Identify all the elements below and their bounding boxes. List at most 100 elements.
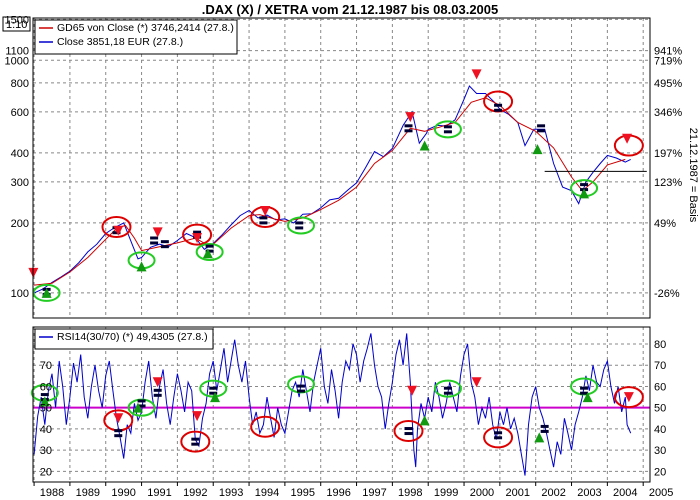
zoom-box[interactable] — [2, 16, 31, 32]
rsi-tick-label-left: 30 — [40, 445, 52, 457]
price-tick-label-right: 941% — [654, 46, 682, 58]
buy-triangle — [582, 392, 593, 403]
signal-bar — [540, 429, 549, 433]
rsi-tick-label-right: 30 — [654, 445, 666, 457]
rsi-tick-label-right: 60 — [654, 381, 666, 393]
highlight-ellipse-red — [182, 223, 213, 246]
x-tick-label: 2001 — [506, 487, 530, 499]
signal-bar — [259, 221, 268, 225]
rsi-tick-label-left: 70 — [40, 360, 52, 372]
signal-bar — [404, 129, 413, 133]
signal-bar — [137, 399, 146, 403]
signal-bar — [150, 236, 159, 240]
sell-triangle — [113, 225, 124, 236]
signal-bar — [443, 130, 452, 134]
sell-triangle — [113, 413, 124, 424]
signal-bar — [205, 249, 214, 253]
x-tick-label: 1992 — [183, 487, 207, 499]
rsi-frame — [32, 326, 651, 483]
signal-bar — [537, 129, 546, 133]
x-tick-label: 2003 — [577, 487, 601, 499]
rsi-markers — [30, 375, 644, 453]
signal-bar — [540, 424, 549, 428]
x-tick-label: 1999 — [434, 487, 458, 499]
legend-entry: RSI14(30/70) (*) 49,4305 (27.8.) — [57, 331, 208, 343]
buy-triangle — [210, 392, 221, 403]
series-line-rsi14 — [33, 333, 632, 476]
buy-triangle — [534, 432, 545, 443]
sell-triangle — [622, 133, 633, 144]
sell-triangle — [260, 205, 271, 216]
legend-box — [34, 328, 214, 350]
signal-bar — [209, 386, 218, 390]
legend-box — [34, 19, 238, 55]
price-series — [33, 85, 647, 294]
price-tick-label-left: 1500 — [5, 14, 29, 26]
buy-triangle — [41, 287, 52, 298]
signal-bar — [404, 427, 413, 431]
buy-triangle — [419, 140, 430, 151]
rsi-grid — [33, 327, 650, 482]
price-markers — [28, 69, 644, 302]
buy-triangle — [419, 415, 430, 426]
highlight-ellipse-red — [393, 420, 424, 443]
price-tick-label-left: 200 — [11, 218, 29, 230]
rsi-tick-label-left: 50 — [40, 403, 52, 415]
signal-bar — [537, 124, 546, 128]
signal-bar — [443, 391, 452, 395]
price-legend: GD65 von Close (*) 3746,2414 (27.8.) Clos… — [34, 19, 238, 55]
signal-bar — [193, 230, 202, 234]
signal-bar — [494, 436, 503, 440]
price-tick-label-right: 346% — [654, 107, 682, 119]
x-tick-label: 1998 — [398, 487, 422, 499]
x-tick-label: 2002 — [541, 487, 565, 499]
x-tick-label: 1994 — [255, 487, 279, 499]
buy-triangle — [132, 402, 143, 413]
highlight-ellipse-red — [483, 426, 514, 449]
highlight-ellipse-green — [433, 379, 462, 398]
highlight-ellipse-red — [613, 386, 644, 409]
series-line-gd65 — [34, 97, 626, 286]
price-tick-label-left: 300 — [11, 177, 29, 189]
rsi-tick-label-right: 80 — [654, 339, 666, 351]
x-tick-label: 1997 — [362, 487, 386, 499]
rsi-tick-label-right: 40 — [654, 424, 666, 436]
signal-bar — [494, 431, 503, 435]
highlight-ellipse-red — [180, 430, 211, 453]
signal-bar — [160, 240, 169, 244]
buy-triangle — [202, 248, 213, 259]
highlight-ellipse-green — [32, 283, 61, 302]
x-tick-label: 1990 — [111, 487, 135, 499]
x-tick-label: 1995 — [291, 487, 315, 499]
signal-bar — [494, 108, 503, 112]
signal-bar — [297, 384, 306, 388]
rsi-tick-label-left: 40 — [40, 424, 52, 436]
signal-bar — [297, 389, 306, 393]
base-label: 21.12.1987 = Basis — [687, 128, 699, 223]
price-tick-label-left: 800 — [11, 78, 29, 90]
rsi-series — [33, 333, 650, 476]
price-tick-label-left: 100 — [11, 288, 29, 300]
buy-triangle — [39, 396, 50, 407]
sell-triangle — [152, 227, 163, 238]
x-tick-label: 1991 — [147, 487, 171, 499]
x-tick-label: 1988 — [40, 487, 64, 499]
rsi-ticks: 8070605040302080706050403020 — [40, 339, 667, 478]
x-tick-label: 2005 — [649, 487, 673, 499]
rsi-tick-label-right: 20 — [654, 466, 666, 478]
sell-triangle — [405, 112, 416, 123]
signal-bar — [153, 393, 162, 397]
chart-title: .DAX (X) / XETRA vom 21.12.1987 bis 08.0… — [202, 2, 499, 17]
signal-bar — [209, 391, 218, 395]
rsi-tick-label-right: 50 — [654, 403, 666, 415]
signal-bar — [114, 429, 123, 433]
series-line-close — [33, 85, 631, 294]
sell-triangle — [192, 411, 203, 422]
signal-bar — [259, 216, 268, 220]
buy-triangle — [136, 261, 147, 272]
highlight-ellipse-red — [250, 415, 281, 438]
signal-bar — [205, 244, 214, 248]
